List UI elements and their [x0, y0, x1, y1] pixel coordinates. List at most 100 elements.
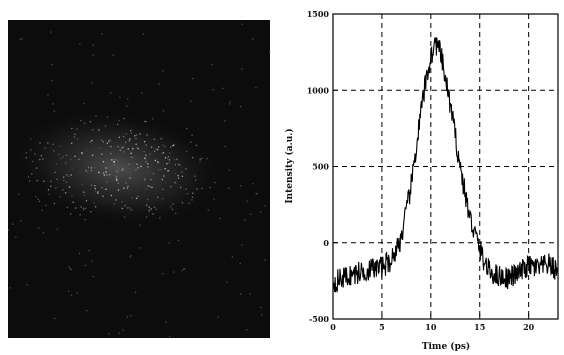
speckle-dot — [269, 51, 271, 54]
speckle-dot — [179, 164, 181, 166]
speckle-dot — [147, 185, 149, 187]
speckle-dot — [97, 192, 99, 194]
speckle-dot — [177, 175, 179, 177]
speckle-dot — [82, 207, 84, 209]
speckle-dot — [50, 185, 52, 187]
speckle-dot — [55, 163, 58, 165]
speckle-dot — [175, 172, 177, 175]
speckle-dot — [83, 194, 85, 196]
speckle-dot — [15, 236, 17, 238]
speckle-dot — [191, 196, 194, 198]
speckle-dot — [110, 92, 112, 94]
speckle-dot — [95, 115, 97, 117]
speckle-dot — [160, 138, 162, 140]
speckle-dot — [123, 216, 126, 218]
speckle-dot — [110, 146, 112, 148]
speckle-dot — [35, 196, 37, 198]
speckle-dot — [94, 167, 96, 169]
speckle-dot — [126, 187, 129, 189]
speckle-dot — [80, 120, 82, 122]
speckle-dot — [121, 207, 123, 210]
speckle-dot — [47, 189, 49, 191]
speckle-dot — [53, 150, 55, 152]
speckle-dot — [47, 94, 49, 96]
speckle-dot — [135, 197, 138, 200]
speckle-dot — [130, 315, 132, 317]
speckle-dot — [98, 129, 100, 132]
speckle-dot — [111, 159, 113, 161]
speckle-dot — [81, 183, 83, 185]
speckle-dot — [45, 204, 47, 206]
speckle-dot — [244, 219, 246, 221]
speckle-dot — [42, 232, 45, 234]
speckle-dot — [62, 189, 64, 191]
speckle-dot — [186, 127, 188, 130]
speckle-dot — [112, 54, 114, 56]
speckle-dot — [117, 145, 119, 148]
speckle-dot — [152, 118, 154, 120]
speckle-dot — [90, 167, 93, 169]
speckle-dot — [172, 145, 174, 147]
speckle-dot — [94, 187, 96, 190]
speckle-dot — [167, 170, 170, 172]
speckle-dot — [65, 181, 68, 183]
speckle-dot — [145, 188, 147, 190]
speckle-dot — [90, 169, 93, 172]
speckle-dot — [106, 181, 108, 183]
x-tick-label: 5 — [379, 322, 385, 332]
speckle-dot — [70, 268, 72, 271]
speckle-dot — [181, 171, 183, 173]
speckle-dot — [71, 127, 73, 130]
speckle-dot — [190, 100, 192, 102]
speckle-dot — [161, 178, 163, 181]
speckle-dot — [164, 145, 166, 148]
speckle-dot — [135, 137, 137, 140]
speckle-dot — [8, 229, 10, 231]
speckle-dot — [139, 224, 141, 226]
speckle-dot — [71, 167, 73, 169]
speckle-dot — [144, 178, 146, 180]
speckle-dot — [144, 157, 146, 160]
speckle-dot — [261, 314, 263, 316]
x-tick-label: 10 — [425, 322, 437, 332]
speckle-dot — [39, 158, 41, 161]
speckle-dot — [246, 200, 248, 202]
speckle-dot — [79, 43, 81, 45]
speckle-dot — [101, 139, 103, 141]
speckle-dot — [148, 206, 150, 208]
speckle-dot — [127, 148, 129, 150]
speckle-dot — [241, 244, 243, 246]
speckle-dot — [109, 174, 111, 176]
speckle-dot — [116, 179, 118, 181]
speckle-dot — [143, 179, 146, 181]
speckle-dot — [195, 144, 197, 146]
speckle-dot — [201, 187, 203, 190]
speckle-dot — [19, 38, 21, 40]
speckle-dot — [104, 125, 107, 127]
speckle-dot — [153, 206, 156, 208]
speckle-dot — [183, 268, 185, 270]
speckle-dot — [50, 180, 52, 182]
speckle-dot — [121, 147, 123, 149]
speckle-dot — [101, 33, 103, 35]
speckle-dot — [38, 200, 41, 202]
speckle-dot — [167, 156, 170, 158]
x-tick-label: 0 — [330, 322, 336, 332]
speckle-dot — [166, 163, 168, 165]
speckle-dot — [118, 120, 120, 122]
speckle-dot — [51, 79, 53, 81]
speckle-dot — [123, 151, 125, 153]
speckle-dot — [109, 139, 111, 141]
speckle-dot — [161, 152, 164, 154]
speckle-dot — [65, 154, 68, 156]
speckle-dot — [145, 144, 147, 146]
speckle-dot — [113, 203, 115, 205]
speckle-dot — [224, 120, 226, 122]
speckle-dot — [27, 176, 30, 178]
speckle-dot — [246, 329, 248, 331]
speckle-dot — [76, 128, 78, 130]
speckle-dot — [209, 186, 211, 189]
speckle-dot — [145, 161, 147, 163]
speckle-dot — [162, 188, 164, 190]
speckle-dot — [125, 141, 127, 143]
